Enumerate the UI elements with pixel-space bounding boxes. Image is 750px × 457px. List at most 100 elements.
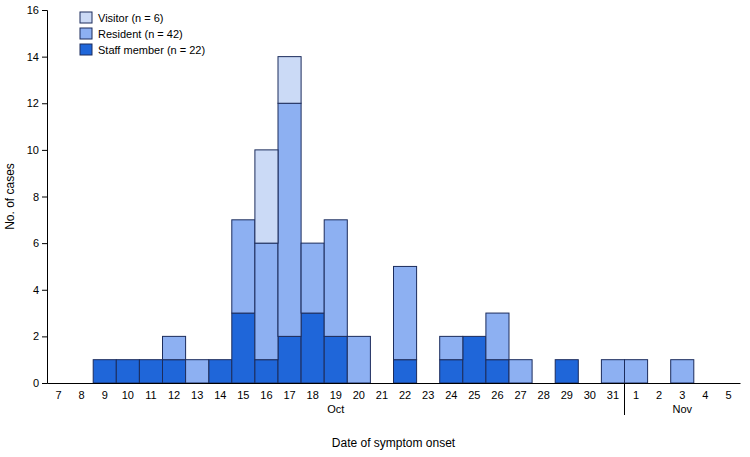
- x-tick-label: 29: [561, 389, 573, 401]
- y-tick-mark: [42, 197, 47, 198]
- x-tick: 14: [214, 383, 226, 401]
- y-tick-label: 12: [27, 97, 39, 109]
- chart: 0246810121416789101112131415161718192021…: [0, 0, 750, 457]
- bar-segment: [486, 313, 509, 314]
- x-tick-label: 17: [283, 389, 295, 401]
- x-tick: 15: [237, 383, 249, 401]
- bar-segment: [93, 360, 116, 383]
- x-tick-label: 2: [656, 389, 662, 401]
- x-axis: 7891011121314151617181920212223242526272…: [48, 383, 741, 401]
- bar-segment: [186, 359, 209, 360]
- bar-segment: [578, 383, 601, 384]
- y-tick: 16: [27, 4, 47, 16]
- x-tick: 25: [468, 383, 480, 401]
- x-tick-label: 18: [307, 389, 319, 401]
- bar-segment: [601, 359, 624, 360]
- month-label: Oct: [327, 403, 344, 415]
- bar-segment: [116, 359, 139, 360]
- bar-segment: [671, 360, 694, 383]
- month-label: Nov: [672, 403, 692, 415]
- bar-segment: [394, 360, 417, 383]
- bar-segment: [555, 359, 578, 360]
- bar-segment: [347, 336, 370, 337]
- bar-segment: [625, 360, 648, 383]
- x-tick: 10: [122, 383, 134, 401]
- bar-segment: [486, 313, 509, 360]
- bar-segment: [163, 336, 186, 337]
- bar-segment: [255, 360, 278, 383]
- bar-segment: [139, 359, 162, 360]
- x-tick: 18: [307, 383, 319, 401]
- bar-segment: [139, 360, 162, 383]
- y-axis-line: [42, 11, 48, 384]
- y-tick-label: 4: [33, 284, 39, 296]
- bar-segment: [347, 336, 370, 383]
- bar-segment: [532, 383, 555, 384]
- y-tick: 10: [27, 144, 47, 156]
- x-tick-label: 22: [399, 389, 411, 401]
- bar-segment: [324, 220, 347, 337]
- x-tick: 22: [399, 383, 411, 401]
- bar-segment: [417, 383, 440, 384]
- y-tick-mark: [42, 243, 47, 244]
- bar-segment: [47, 383, 70, 384]
- x-tick: 12: [168, 383, 180, 401]
- bar-segment: [232, 313, 255, 383]
- bar-segment: [163, 360, 186, 383]
- y-tick-mark: [42, 336, 47, 337]
- bar-segment: [625, 359, 648, 360]
- bar-segment: [578, 383, 601, 384]
- bar-segment: [255, 243, 278, 360]
- x-tick: 27: [514, 383, 526, 401]
- bar-segment: [648, 383, 671, 384]
- x-tick: 3: [679, 383, 685, 401]
- x-tick: 20: [353, 383, 365, 401]
- x-tick: 7: [55, 383, 61, 401]
- bar-segment: [163, 336, 186, 359]
- y-tick-label: 2: [33, 330, 39, 342]
- bar-segment: [70, 383, 93, 384]
- bars: [93, 57, 694, 383]
- legend-swatch: [80, 28, 92, 39]
- month-separator: [624, 383, 625, 415]
- x-tick-label: 21: [376, 389, 388, 401]
- x-tick-label: 3: [679, 389, 685, 401]
- y-tick-label: 14: [27, 51, 39, 63]
- x-tick-label: 10: [122, 389, 134, 401]
- y-tick-mark: [42, 150, 47, 151]
- bar-segment: [394, 266, 417, 267]
- x-tick-label: 19: [330, 389, 342, 401]
- x-tick: 26: [491, 383, 503, 401]
- y-tick-label: 10: [27, 144, 39, 156]
- x-tick: 29: [561, 383, 573, 401]
- bar-segment: [394, 266, 417, 359]
- bar-segment: [532, 383, 555, 384]
- bar-segment: [694, 383, 717, 384]
- legend-label: Resident (n = 42): [98, 28, 183, 40]
- bar-segment: [47, 383, 70, 384]
- x-axis-title: Date of symptom onset: [332, 436, 456, 450]
- x-tick-label: 26: [491, 389, 503, 401]
- bar-segment: [417, 383, 440, 384]
- x-tick: 24: [445, 383, 457, 401]
- bar-segment: [116, 359, 139, 360]
- legend-label: Staff member (n = 22): [98, 44, 205, 56]
- x-tick-label: 4: [702, 389, 708, 401]
- bar-segment: [648, 383, 671, 384]
- bar-segment: [440, 336, 463, 337]
- bar-segment: [116, 360, 139, 383]
- bar-segment: [301, 243, 324, 313]
- x-tick-label: 28: [538, 389, 550, 401]
- bar-segment: [186, 360, 209, 383]
- x-tick-label: 20: [353, 389, 365, 401]
- y-tick: 14: [27, 51, 47, 63]
- legend-swatch: [80, 44, 92, 55]
- y-tick: 4: [33, 284, 47, 296]
- x-tick-label: 1: [633, 389, 639, 401]
- bar-segment: [70, 383, 93, 384]
- bar-segment: [694, 383, 717, 384]
- y-tick-label: 0: [33, 377, 39, 389]
- x-axis-line: [48, 383, 741, 384]
- legend-label: Visitor (n = 6): [98, 12, 164, 24]
- x-tick-label: 30: [584, 389, 596, 401]
